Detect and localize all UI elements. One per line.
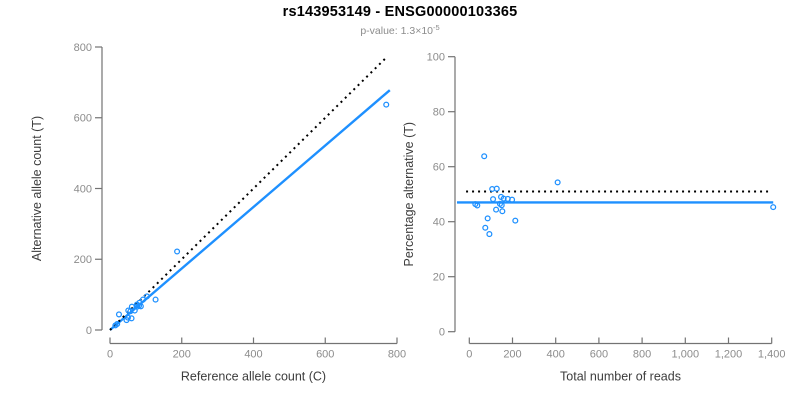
data-point (484, 215, 491, 222)
y-tick-label: 400 (74, 183, 92, 195)
y-tick-label: 200 (74, 254, 92, 266)
y-tick-label: 800 (74, 42, 92, 54)
data-point (136, 299, 143, 306)
p-value-exponent: -5 (433, 23, 440, 32)
x-tick-label: 200 (503, 349, 521, 361)
data-point (474, 202, 481, 209)
data-point (486, 231, 493, 238)
data-point (383, 101, 390, 108)
page-title: rs143953149 - ENSG00000103365 (282, 4, 518, 20)
x-tick-label: 800 (633, 349, 651, 361)
y-tick-label: 60 (433, 162, 445, 174)
data-point (554, 179, 561, 186)
data-point (137, 303, 144, 310)
y-tick-label: 600 (74, 113, 92, 125)
x-tick-label: 200 (173, 349, 191, 361)
data-point (512, 217, 519, 224)
x-tick-label: 400 (547, 349, 565, 361)
data-point (770, 204, 777, 211)
data-point (139, 296, 147, 303)
p-value-times-ten: ×10 (415, 25, 433, 37)
y-axis-title: Percentage alternative (T) (402, 122, 416, 267)
data-point (152, 296, 159, 303)
x-tick-label: 0 (107, 349, 113, 361)
left-plot: 0 200 400 600 800 0 200 400 600 800 Reference alle… (30, 42, 406, 384)
x-tick-label: 1,000 (672, 349, 700, 361)
data-point (499, 208, 506, 215)
x-tick-label: 0 (466, 349, 472, 361)
p-value-subtitle: p-value: 1.3×10-5 (0, 23, 800, 37)
data-point (481, 153, 488, 160)
y-tick-label: 80 (433, 107, 445, 119)
data-point (490, 196, 497, 203)
data-point (493, 206, 500, 213)
y-tick-label: 0 (86, 325, 92, 337)
y-tick-label: 20 (433, 272, 445, 284)
data-point (114, 320, 121, 328)
data-point (509, 196, 516, 203)
fit-line (109, 89, 391, 331)
data-point (482, 224, 489, 231)
data-point (493, 185, 500, 192)
x-tick-label: 800 (388, 349, 406, 361)
x-tick-label: 1,200 (715, 349, 743, 361)
data-point (115, 311, 122, 318)
p-value-text: p-value: 1.3 (360, 25, 416, 37)
x-tick-label: 400 (244, 349, 262, 361)
x-tick-label: 600 (316, 349, 334, 361)
data-point (124, 314, 131, 321)
x-tick-label: 1,400 (758, 349, 786, 361)
right-plot: 0 20 40 60 80 100 0 200 400 600 800 1,000 1,200 1,400… (402, 52, 785, 384)
x-axis-title: Total number of reads (560, 370, 681, 384)
y-tick-label: 40 (433, 217, 445, 229)
data-point (174, 248, 181, 255)
data-point (498, 202, 505, 209)
data-point (128, 315, 135, 322)
y-tick-label: 100 (427, 52, 445, 64)
data-point (143, 293, 150, 300)
y-axis-title: Alternative allele count (T) (30, 116, 44, 261)
x-tick-label: 600 (590, 349, 608, 361)
identity-line (109, 56, 388, 331)
x-axis-title: Reference allele count (C) (181, 370, 326, 384)
data-point (500, 195, 507, 202)
y-tick-label: 0 (439, 327, 445, 339)
